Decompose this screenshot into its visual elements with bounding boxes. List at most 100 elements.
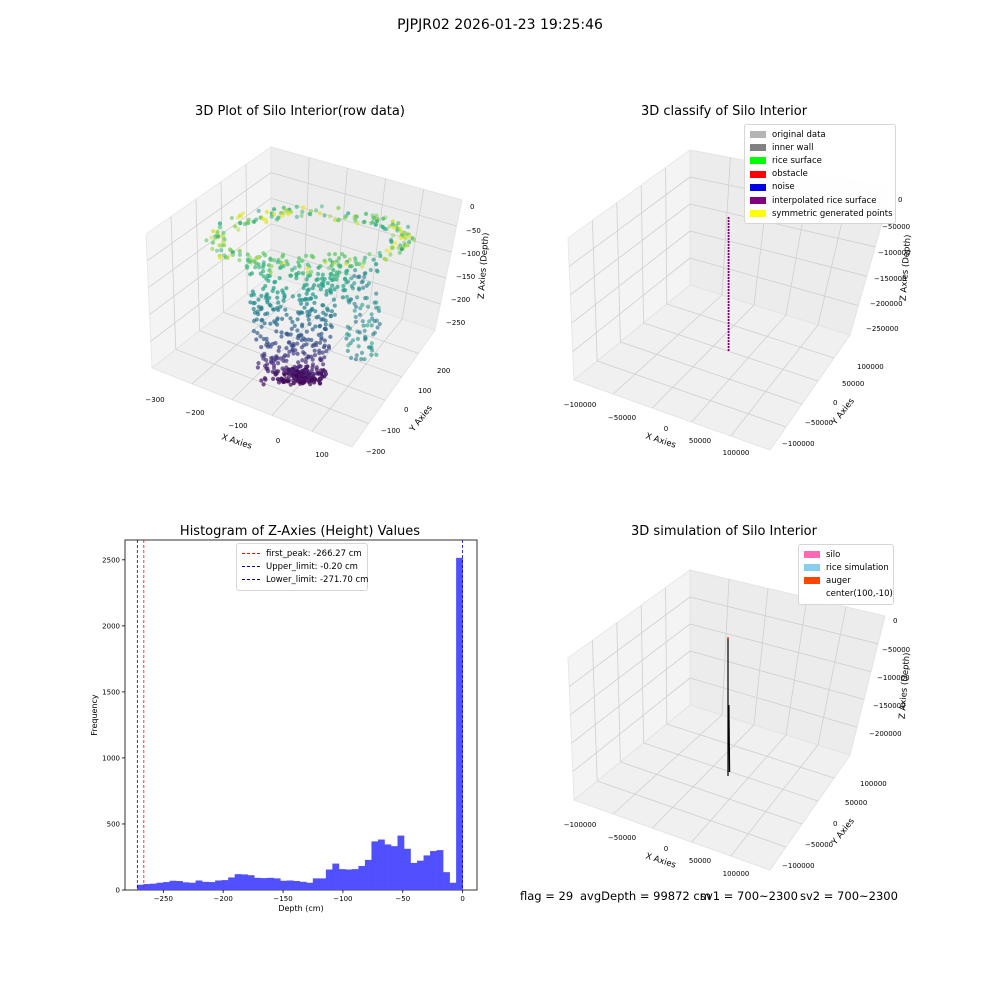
histogram-bar (228, 877, 235, 890)
data-point (326, 266, 331, 271)
legend-swatch (750, 197, 766, 205)
data-point (336, 256, 342, 261)
data-point (263, 253, 268, 258)
data-point (264, 220, 269, 225)
grid-line (689, 230, 867, 277)
data-point (305, 313, 310, 318)
data-point (257, 265, 262, 270)
histogram-bar (169, 880, 177, 890)
data-point (302, 351, 307, 356)
data-point (304, 253, 309, 258)
data-point (316, 371, 322, 376)
raw-x-tick-label: −200 (185, 409, 204, 417)
classify-y-tick-label: 100000 (857, 363, 884, 371)
classify-z-tick-label: −150000 (874, 275, 907, 283)
data-point (271, 365, 277, 371)
raw-z-tick-label: −100 (461, 250, 480, 258)
data-point (271, 258, 277, 263)
data-point (246, 217, 251, 222)
data-point (210, 246, 215, 251)
data-point (727, 333, 730, 337)
data-point (727, 315, 730, 319)
data-point (269, 264, 274, 269)
grid-line (612, 714, 723, 815)
data-point (273, 372, 278, 377)
data-point (335, 284, 340, 289)
grid-line (199, 330, 386, 401)
data-point (230, 252, 235, 258)
data-point (298, 381, 303, 386)
grid-line (571, 230, 691, 324)
raw-3d-point-cloud (204, 204, 417, 387)
data-point (374, 352, 379, 357)
histogram-bar (247, 875, 255, 890)
data-point (303, 337, 308, 342)
data-point (390, 219, 395, 224)
grid-line (570, 623, 691, 716)
data-point (300, 271, 305, 276)
status-flag: flag = 29 (520, 889, 574, 903)
panel-title-classify: 3D classify of Silo Interior (640, 104, 808, 119)
data-point (727, 258, 730, 262)
data-point (290, 267, 295, 272)
histogram-panel: −250 −200 −150 −100 −50 0 0 500 1000 1500 2000 250… (90, 539, 478, 913)
histogram-bar (260, 878, 268, 890)
data-point (370, 348, 375, 353)
grid-line (220, 181, 224, 313)
classify-z-axis-label: Z Axies (Depth) (899, 234, 914, 301)
data-point (360, 264, 365, 269)
data-point (357, 312, 363, 317)
data-point (329, 263, 334, 268)
data-point (314, 315, 319, 320)
data-point (727, 282, 730, 286)
histogram-legend: first_peak: -266.27 cm Upper_limit: -0.2… (236, 543, 368, 591)
histogram-bar (156, 882, 164, 890)
data-point (300, 358, 305, 363)
sim-x-tick-label: 0 (664, 845, 668, 853)
data-point (727, 342, 730, 346)
data-point (369, 312, 374, 317)
sim-x-tick-label: −50000 (608, 834, 636, 842)
data-point (309, 269, 314, 274)
data-point (210, 240, 215, 245)
x-tick-label: 0 (460, 895, 464, 903)
raw-y-tick-label: 0 (404, 406, 408, 414)
data-point (271, 376, 276, 381)
data-point (365, 304, 371, 309)
grid-line (148, 197, 272, 288)
data-point (279, 334, 284, 339)
data-point (312, 300, 317, 305)
data-point (305, 288, 310, 293)
legend-entry-upper-limit: Upper_limit: -0.20 cm (242, 560, 362, 573)
data-point (319, 337, 324, 342)
data-point (233, 224, 238, 229)
data-point (276, 361, 281, 366)
data-point (402, 240, 407, 245)
data-point (290, 294, 295, 299)
data-point (374, 262, 379, 267)
histogram-bar (384, 844, 392, 890)
data-point (280, 316, 285, 321)
data-point (331, 261, 337, 266)
classify-z-tick-label: −100000 (878, 249, 911, 257)
data-point (390, 246, 395, 251)
grid-line (191, 285, 305, 385)
grid-line (640, 605, 644, 744)
data-point (319, 204, 324, 209)
grid-line (612, 294, 723, 395)
data-point (316, 265, 321, 270)
data-point (297, 264, 302, 269)
data-point (317, 351, 322, 356)
histogram-bar (163, 882, 170, 890)
classify-3d-panel: −100000 −50000 0 50000 100000 X Axies −1… (564, 149, 914, 457)
data-point (324, 292, 329, 297)
data-point (352, 308, 357, 313)
floor-pane (151, 274, 436, 448)
data-point (352, 273, 357, 279)
data-point (727, 270, 730, 274)
data-point (353, 357, 359, 362)
data-point (296, 336, 301, 341)
data-point (254, 337, 259, 342)
histogram-bar (267, 877, 275, 890)
data-point (264, 358, 269, 363)
